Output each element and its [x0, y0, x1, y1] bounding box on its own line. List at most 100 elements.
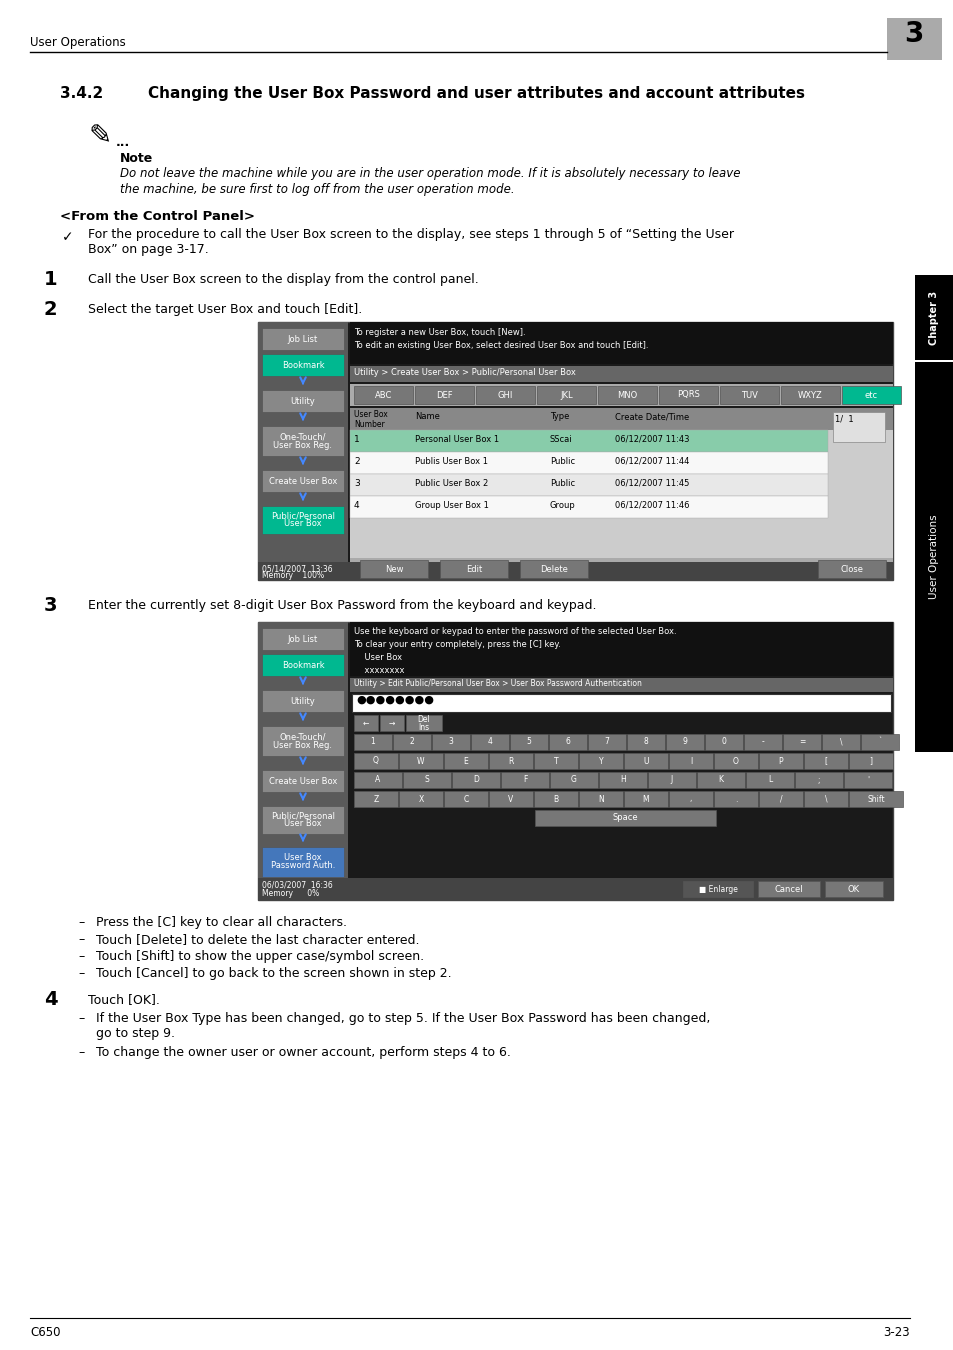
- Bar: [257, 562, 892, 580]
- Text: G: G: [571, 775, 577, 784]
- Text: User Box Reg.: User Box Reg.: [274, 741, 333, 749]
- Text: .: .: [734, 795, 737, 803]
- Text: 1: 1: [370, 737, 375, 747]
- Text: User Box: User Box: [284, 520, 321, 528]
- Text: 3: 3: [448, 737, 453, 747]
- Bar: [262, 769, 344, 792]
- Bar: [803, 791, 847, 807]
- Text: 1: 1: [354, 435, 359, 444]
- Text: A: A: [375, 775, 380, 784]
- Text: OK: OK: [847, 884, 860, 894]
- Text: User Box Reg.: User Box Reg.: [274, 440, 333, 450]
- Bar: [821, 734, 859, 751]
- Bar: [359, 560, 428, 578]
- Text: I: I: [689, 756, 691, 765]
- Text: 4: 4: [354, 501, 359, 510]
- Text: R: R: [508, 756, 513, 765]
- Text: To register a new User Box, touch [New].: To register a new User Box, touch [New].: [354, 328, 525, 338]
- Text: E: E: [463, 756, 468, 765]
- Bar: [704, 734, 742, 751]
- Text: Job List: Job List: [288, 335, 317, 343]
- Text: Name: Name: [415, 412, 439, 421]
- Bar: [489, 753, 533, 769]
- Text: ■ Enlarge: ■ Enlarge: [698, 884, 737, 894]
- Text: ←: ←: [362, 718, 369, 728]
- Text: Do not leave the machine while you are in the user operation mode. If it is abso: Do not leave the machine while you are i…: [120, 167, 740, 180]
- Bar: [713, 753, 758, 769]
- Bar: [832, 412, 884, 441]
- Text: Public/Personal: Public/Personal: [271, 811, 335, 821]
- Text: 05/14/2007  13:36: 05/14/2007 13:36: [262, 564, 333, 572]
- Text: Enter the currently set 8-digit User Box Password from the keyboard and keypad.: Enter the currently set 8-digit User Box…: [88, 599, 596, 612]
- Text: Q: Q: [373, 756, 378, 765]
- Text: 3: 3: [903, 20, 923, 49]
- Bar: [350, 366, 892, 382]
- Text: 06/12/2007 11:43: 06/12/2007 11:43: [615, 435, 689, 444]
- Text: Group User Box 1: Group User Box 1: [415, 501, 488, 510]
- Text: go to step 9.: go to step 9.: [96, 1027, 174, 1040]
- Bar: [550, 772, 598, 788]
- Text: 3: 3: [354, 479, 359, 487]
- Bar: [432, 734, 470, 751]
- Bar: [598, 386, 657, 404]
- Bar: [262, 690, 344, 711]
- Text: N: N: [598, 795, 603, 803]
- Bar: [537, 386, 596, 404]
- Bar: [647, 772, 696, 788]
- Bar: [848, 753, 892, 769]
- Bar: [352, 694, 890, 711]
- Text: Edit: Edit: [465, 564, 481, 574]
- Text: To edit an existing User Box, select desired User Box and touch [Edit].: To edit an existing User Box, select des…: [354, 342, 648, 350]
- Text: 06/12/2007 11:45: 06/12/2007 11:45: [615, 479, 689, 487]
- Text: Ins: Ins: [418, 722, 429, 732]
- Bar: [354, 791, 397, 807]
- Bar: [443, 791, 488, 807]
- Bar: [439, 560, 507, 578]
- Text: L: L: [767, 775, 771, 784]
- Bar: [350, 558, 892, 580]
- Text: 7: 7: [604, 737, 609, 747]
- Text: ': ': [866, 775, 868, 784]
- Bar: [350, 495, 827, 518]
- Text: Press the [C] key to clear all characters.: Press the [C] key to clear all character…: [96, 917, 347, 929]
- Text: GHI: GHI: [497, 390, 513, 400]
- Text: New: New: [384, 564, 403, 574]
- Text: H: H: [619, 775, 625, 784]
- Text: WXYZ: WXYZ: [798, 390, 822, 400]
- Bar: [578, 753, 622, 769]
- Text: Utility: Utility: [291, 697, 315, 706]
- Text: [: [: [823, 756, 826, 765]
- Bar: [548, 734, 586, 751]
- Text: the machine, be sure first to log off from the user operation mode.: the machine, be sure first to log off fr…: [120, 184, 514, 196]
- Bar: [350, 408, 892, 560]
- Bar: [794, 772, 842, 788]
- Text: D: D: [473, 775, 478, 784]
- Bar: [350, 383, 892, 406]
- Bar: [452, 772, 499, 788]
- Bar: [257, 323, 892, 580]
- Text: Call the User Box screen to the display from the control panel.: Call the User Box screen to the display …: [88, 273, 478, 286]
- Text: Public: Public: [550, 458, 575, 466]
- Bar: [759, 753, 802, 769]
- Bar: [668, 791, 712, 807]
- Bar: [262, 328, 344, 350]
- Text: –: –: [78, 917, 84, 929]
- Bar: [886, 18, 941, 59]
- Bar: [262, 846, 344, 878]
- Text: If the User Box Type has been changed, go to step 5. If the User Box Password ha: If the User Box Type has been changed, g…: [96, 1012, 710, 1025]
- Bar: [843, 772, 891, 788]
- Bar: [914, 275, 952, 360]
- Bar: [781, 386, 840, 404]
- Bar: [354, 772, 401, 788]
- Bar: [758, 882, 820, 896]
- Text: /: /: [779, 795, 781, 803]
- Text: M: M: [642, 795, 649, 803]
- Bar: [415, 386, 474, 404]
- Text: Y: Y: [598, 756, 602, 765]
- Bar: [623, 753, 667, 769]
- Text: 5: 5: [526, 737, 531, 747]
- Text: \: \: [823, 795, 826, 803]
- Bar: [803, 753, 847, 769]
- Text: Touch [Shift] to show the upper case/symbol screen.: Touch [Shift] to show the upper case/sym…: [96, 950, 424, 963]
- Text: Memory      0%: Memory 0%: [262, 890, 319, 898]
